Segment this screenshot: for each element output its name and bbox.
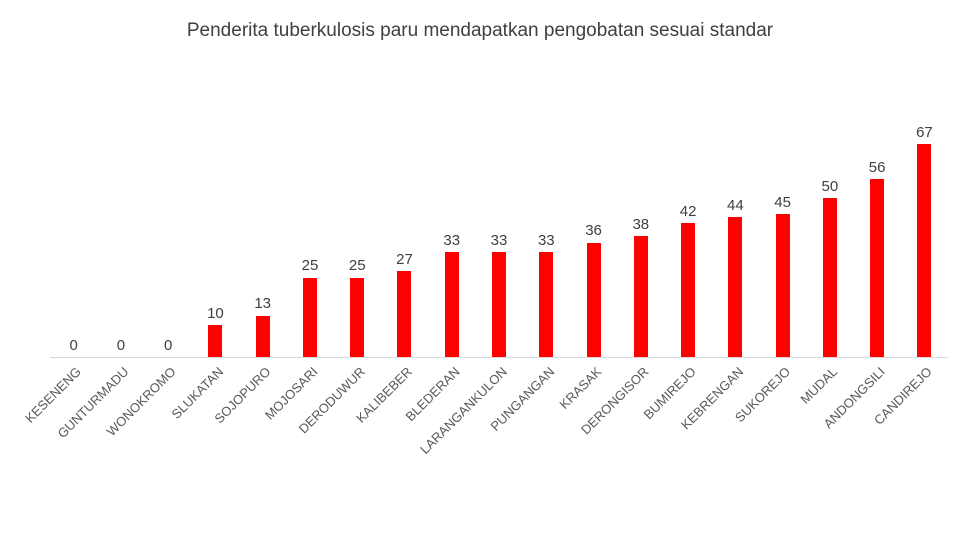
bar-value-label: 38 <box>632 215 650 233</box>
category-label: MUDAL <box>797 364 841 407</box>
bar-column: 27 KALIBEBER <box>353 0 428 426</box>
bar-value-label: 50 <box>821 177 839 195</box>
bar-value-label: 0 <box>116 336 126 354</box>
bar <box>255 315 270 357</box>
bar-value-label: 33 <box>490 231 508 249</box>
category-label: LARANGANKULON <box>416 364 510 457</box>
bar <box>728 217 743 357</box>
bar-value-label: 33 <box>443 231 461 249</box>
bar <box>492 252 507 357</box>
bar-column: 25 DERODUWUR <box>295 0 381 436</box>
bar-value-label: 33 <box>537 231 555 249</box>
bar-value-label: 0 <box>163 336 173 354</box>
bar-column: 33 LARANGANKULON <box>417 0 522 457</box>
bar <box>444 252 459 357</box>
chart-title: Penderita tuberkulosis paru mendapatkan … <box>186 20 774 41</box>
bar-value-label: 67 <box>916 123 933 141</box>
bar-column: 13 SOJOPURO <box>211 0 286 426</box>
bar-value-label: 27 <box>396 250 413 268</box>
bar-value-label: 13 <box>254 295 272 313</box>
bar-column: 25 MOJOSARI <box>262 0 333 422</box>
bar-column: 50 MUDAL <box>798 0 853 407</box>
bar-column: 36 KRASAK <box>556 0 617 412</box>
bar <box>539 252 554 357</box>
bar-column: 67 CANDIREJO <box>871 0 948 428</box>
bar-value-label: 45 <box>774 193 791 211</box>
bar <box>633 236 648 357</box>
bar <box>586 242 601 357</box>
bar-value-label: 25 <box>348 257 366 275</box>
bar-column: 0 GUNTURMADU <box>55 0 144 441</box>
bar-column: 56 ANDONGSILI <box>820 0 901 432</box>
bar-value-label: 0 <box>69 336 78 354</box>
bar <box>681 223 696 357</box>
bar-value-label: 42 <box>679 203 697 221</box>
bar <box>350 277 365 357</box>
bar-column: 38 DERONGISOR <box>578 0 664 437</box>
bar-value-label: 25 <box>301 257 319 275</box>
bar-column: 45 SUKOREJO <box>732 0 806 425</box>
bar-value-label: 56 <box>868 158 886 176</box>
bar <box>208 325 223 357</box>
bar-value-label: 36 <box>585 222 602 240</box>
bar-value-label: 44 <box>727 196 744 214</box>
bar-column: 42 BUMIREJO <box>641 0 711 422</box>
bar <box>775 213 790 357</box>
bar-column: 10 SLUKATAN <box>168 0 239 422</box>
category-label: KRASAK <box>556 364 605 412</box>
bar <box>302 277 317 357</box>
bar <box>917 144 932 357</box>
x-axis-line <box>50 357 948 358</box>
bar-value-label: 10 <box>207 304 224 322</box>
bar-column: 0 WONOKROMO <box>104 0 192 439</box>
bar-column: 33 BLEDERAN <box>402 0 475 424</box>
bar <box>870 178 885 357</box>
bar-column: 0 KESENENG <box>23 0 97 426</box>
bar-column: 33 PUNGANGAN <box>487 0 570 434</box>
bar-column: 44 KEBRENGAN <box>678 0 759 432</box>
bar <box>397 271 412 357</box>
plot-area: 0 KESENENG 0 GUNTURMADU 0 WONOKROMO 10 SLUKATAN… <box>23 0 948 457</box>
bar <box>822 198 837 357</box>
